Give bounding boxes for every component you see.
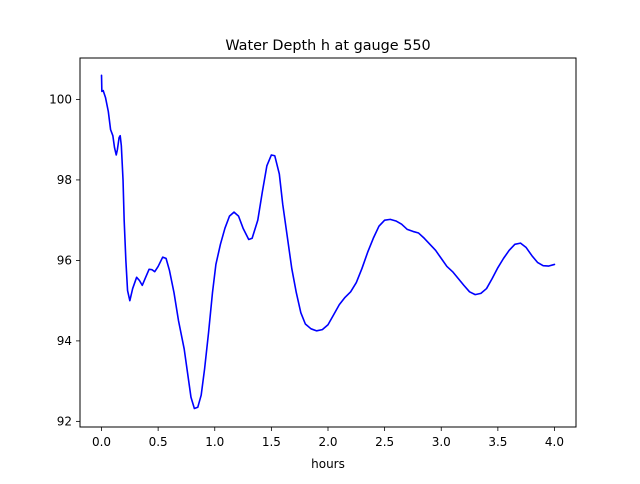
x-tick-label: 1.0 bbox=[205, 435, 224, 449]
x-axis-title: hours bbox=[311, 457, 345, 471]
x-tick-label: 0.0 bbox=[92, 435, 111, 449]
x-tick-label: 2.5 bbox=[375, 435, 394, 449]
x-tick-label: 1.5 bbox=[262, 435, 281, 449]
y-tick-label: 98 bbox=[57, 173, 72, 187]
x-tick-label: 2.0 bbox=[318, 435, 337, 449]
y-tick-label: 96 bbox=[57, 253, 72, 267]
x-axis: 0.0 0.5 1.0 1.5 2.0 2.5 3.0 3.5 4.0 bbox=[92, 427, 564, 449]
y-tick-label: 100 bbox=[49, 92, 72, 106]
series-line bbox=[100, 74, 556, 410]
x-tick-label: 3.0 bbox=[432, 435, 451, 449]
y-tick-label: 92 bbox=[57, 414, 72, 428]
chart-title: Water Depth h at gauge 550 bbox=[225, 38, 430, 54]
y-tick-label: 94 bbox=[57, 334, 72, 348]
x-tick-label: 0.5 bbox=[149, 435, 168, 449]
x-tick-label: 4.0 bbox=[545, 435, 564, 449]
x-tick-label: 3.5 bbox=[488, 435, 507, 449]
y-axis: 92 94 96 98 100 bbox=[49, 92, 80, 428]
